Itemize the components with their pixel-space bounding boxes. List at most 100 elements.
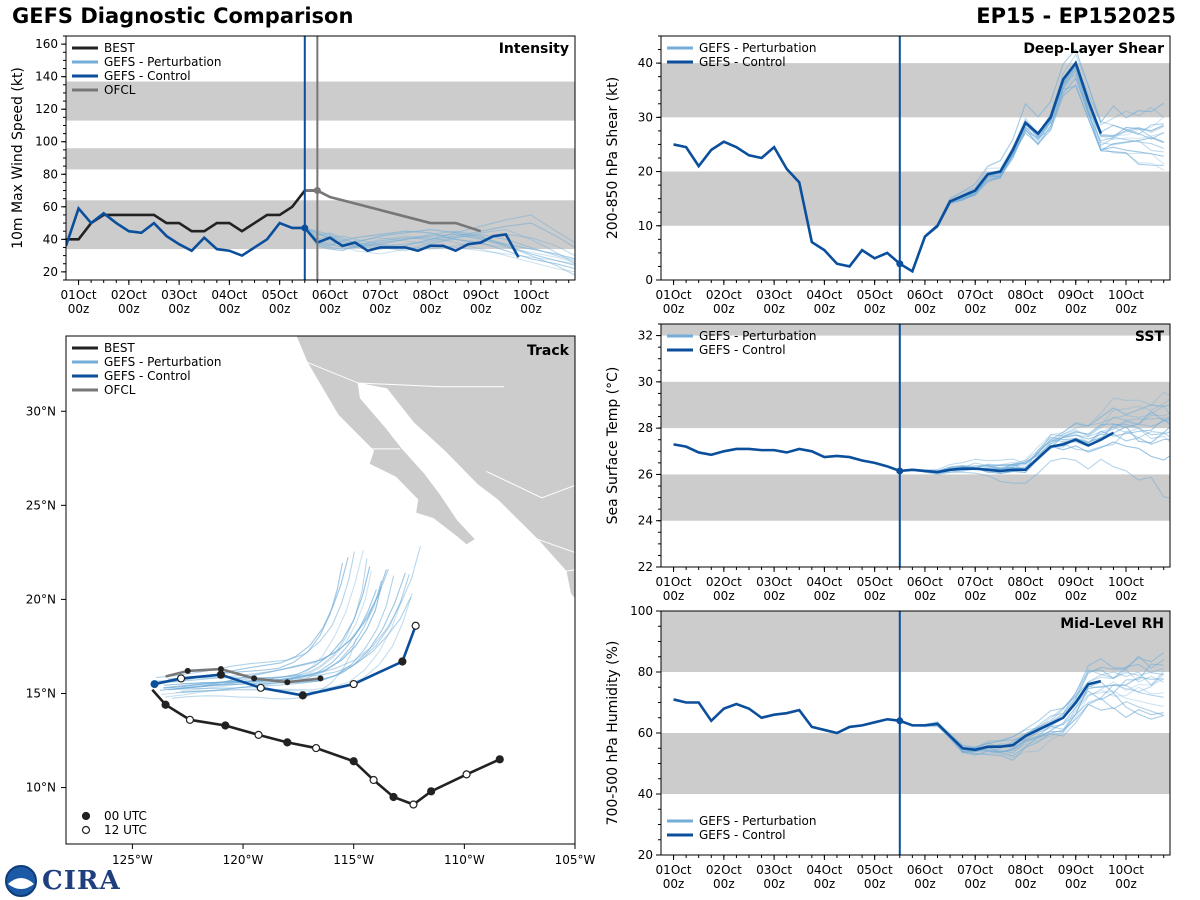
map-frame — [65, 335, 576, 845]
x-tick-day-label: 02Oct — [111, 288, 147, 302]
cira-logo-text: CIRA — [42, 866, 121, 896]
y-tick-label: 40 — [638, 56, 653, 70]
y-tick-label: 32 — [638, 329, 653, 343]
x-tick-day-label: 07Oct — [957, 575, 993, 589]
y-tick-label: 24 — [638, 514, 653, 528]
x-tick-hour-label: 00z — [964, 877, 986, 891]
shaded-band — [661, 474, 1170, 521]
control-00utc-marker — [398, 657, 407, 666]
ofcl-marker — [284, 679, 291, 686]
ofcl-marker — [217, 666, 224, 673]
y-axis-label: 200-850 hPa Shear (kt) — [605, 77, 621, 239]
control-12utc-marker — [411, 621, 420, 630]
perturbation-track-line — [155, 551, 355, 679]
x-tick-day-label: 08Oct — [412, 288, 448, 302]
panel-title: Mid-Level RH — [1060, 616, 1164, 632]
y-axis-label: 10m Max Wind Speed (kt) — [10, 67, 26, 249]
series-line-ofcl — [304, 189, 482, 233]
perturbation-track-line — [178, 569, 387, 690]
x-tick-day-label: 05Oct — [857, 288, 893, 302]
series-line-gefs-control — [66, 205, 520, 258]
perturbation-track-line — [167, 596, 412, 680]
analysis-point-marker — [896, 260, 904, 268]
perturbation-track-line — [180, 570, 372, 692]
x-tick-day-label: 04Oct — [806, 288, 842, 302]
lat-tick-label: 25°N — [26, 498, 56, 512]
state-border — [486, 471, 575, 499]
best-track-12utc-marker — [185, 715, 195, 724]
legend-label: OFCL — [104, 83, 136, 97]
control-00utc-marker — [298, 691, 307, 700]
panel-sst: 22242628303201Oct00z02Oct00z03Oct00z04Oc… — [605, 323, 1171, 603]
state-border — [590, 607, 597, 616]
state-border — [537, 538, 575, 554]
perturbation-member-line — [304, 227, 575, 263]
x-tick-day-label: 09Oct — [1058, 863, 1094, 877]
best-track-12utc-marker — [311, 743, 321, 753]
perturbation-member-line — [899, 669, 1164, 749]
x-tick-hour-label: 00z — [864, 877, 886, 891]
control-start-marker — [150, 680, 159, 689]
panel-title: SST — [1135, 329, 1165, 345]
x-tick-day-label: 05Oct — [857, 863, 893, 877]
x-tick-day-label: 02Oct — [706, 863, 742, 877]
perturbation-member-line — [304, 214, 575, 250]
x-tick-hour-label: 00z — [1065, 589, 1087, 603]
plot-area — [66, 81, 575, 276]
y-tick-label: 80 — [638, 665, 653, 679]
x-tick-hour-label: 00z — [914, 877, 936, 891]
x-tick-day-label: 10Oct — [1108, 288, 1144, 302]
ofcl-marker — [317, 675, 324, 682]
lat-tick-label: 15°N — [26, 686, 56, 700]
lon-tick-label: 110°W — [444, 853, 485, 867]
page-title: GEFS Diagnostic Comparison — [12, 4, 354, 28]
x-tick-hour-label: 00z — [713, 589, 735, 603]
perturbation-track-line — [163, 566, 371, 689]
best-track-12utc-marker — [409, 800, 418, 809]
x-tick-day-label: 10Oct — [1108, 575, 1144, 589]
perturbation-track-line — [156, 557, 349, 684]
x-tick-hour-label: 00z — [864, 589, 886, 603]
x-tick-hour-label: 00z — [269, 302, 291, 316]
y-tick-label: 160 — [35, 37, 58, 51]
best-track-00utc-marker — [427, 787, 436, 796]
x-tick-hour-label: 00z — [814, 302, 836, 316]
x-tick-hour-label: 00z — [814, 877, 836, 891]
marker-legend-label: 00 UTC — [104, 809, 147, 823]
best-track-00utc-marker — [161, 700, 170, 709]
legend-label: OFCL — [104, 383, 136, 397]
perturbation-track-line — [163, 589, 377, 686]
x-tick-hour-label: 00z — [914, 302, 936, 316]
ofcl-track-line — [165, 667, 321, 684]
y-tick-label: 60 — [638, 726, 653, 740]
legend-label: BEST — [104, 341, 135, 355]
legend-label: GEFS - Perturbation — [104, 55, 221, 69]
y-axis-label: 700-500 hPa Humidity (%) — [605, 641, 621, 826]
y-tick-label: 30 — [638, 110, 653, 124]
state-border — [566, 569, 575, 572]
panel-track: 125°W 120°W 115°W 110°W 105°W 10°N 15°N 20°N 25°… — [26, 335, 597, 867]
lat-tick-label: 10°N — [26, 781, 56, 795]
legend-label: BEST — [104, 41, 135, 55]
x-tick-hour-label: 00z — [219, 302, 241, 316]
marker-legend-symbol — [81, 825, 91, 835]
series-line-gefs-control — [673, 60, 1103, 274]
x-tick-day-label: 10Oct — [1108, 863, 1144, 877]
legend-label: GEFS - Control — [104, 369, 191, 383]
x-tick-hour-label: 00z — [168, 302, 190, 316]
x-tick-day-label: 08Oct — [1007, 863, 1043, 877]
best-track-12utc-marker — [254, 730, 263, 739]
x-tick-day-label: 06Oct — [907, 575, 943, 589]
y-tick-label: 30 — [638, 375, 653, 389]
plot-area — [661, 611, 1170, 794]
lon-tick-label: 125°W — [112, 853, 153, 867]
x-tick-day-label: 05Oct — [857, 575, 893, 589]
x-tick-hour-label: 00z — [1115, 589, 1137, 603]
x-tick-day-label: 09Oct — [463, 288, 499, 302]
x-tick-hour-label: 00z — [1015, 589, 1037, 603]
x-tick-day-label: 01Oct — [61, 288, 97, 302]
ofcl-point-marker — [313, 187, 321, 195]
x-tick-hour-label: 00z — [713, 877, 735, 891]
map-area — [150, 336, 597, 809]
x-tick-hour-label: 00z — [118, 302, 140, 316]
